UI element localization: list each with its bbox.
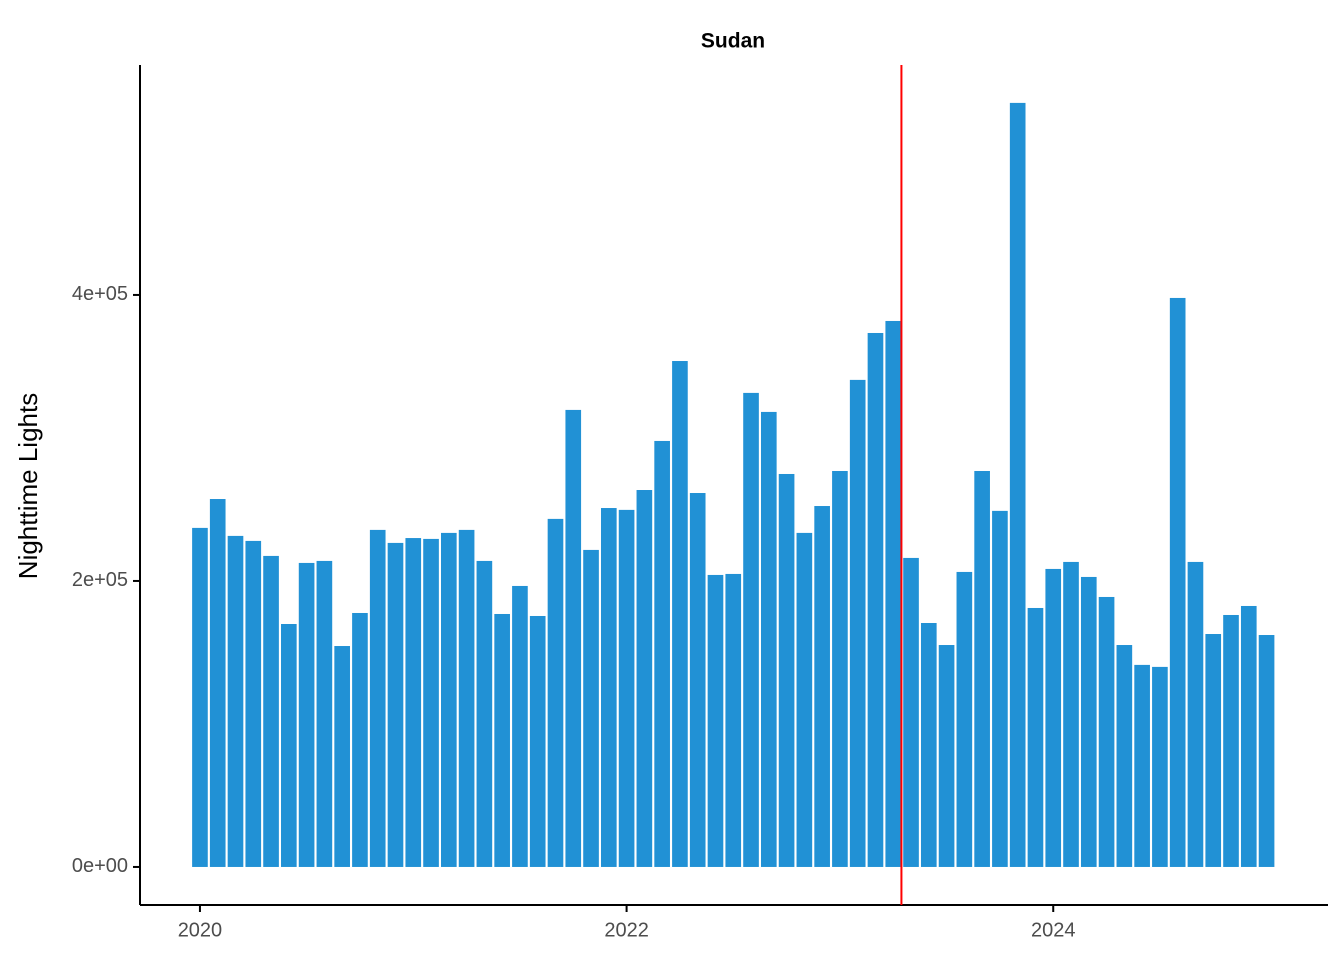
bar [227, 535, 244, 867]
bar [458, 529, 475, 867]
bar [814, 506, 830, 867]
bar [245, 540, 262, 867]
bar [423, 538, 439, 867]
bar [743, 392, 759, 867]
bar [405, 538, 422, 867]
bar [1187, 561, 1204, 867]
bar [1045, 568, 1062, 867]
x-tick-label: 2022 [604, 919, 649, 941]
bar [618, 509, 635, 867]
bar [1205, 634, 1222, 867]
bar [885, 320, 902, 867]
bar [725, 573, 742, 867]
bar [672, 361, 688, 867]
y-axis-label: Nighttime Lights [13, 393, 43, 579]
bar [547, 518, 564, 867]
bar [920, 622, 937, 867]
bar [867, 332, 884, 867]
bar [796, 532, 813, 867]
bar [600, 508, 617, 867]
bar [1134, 664, 1150, 867]
bar [565, 409, 582, 867]
bar [369, 529, 386, 867]
bar [1027, 607, 1044, 867]
bar [1009, 102, 1026, 867]
chart-title: Sudan [701, 30, 765, 53]
bar [298, 562, 315, 867]
bar [903, 557, 919, 867]
bar [974, 470, 990, 867]
x-tick-label: 2020 [178, 919, 223, 941]
bar [209, 499, 226, 867]
bar [1240, 605, 1257, 867]
bar [583, 549, 599, 867]
bar [938, 645, 955, 867]
bar [476, 560, 493, 867]
bar [778, 473, 795, 867]
bar [512, 585, 528, 867]
bar [334, 646, 350, 867]
bar [316, 560, 333, 867]
bar [1258, 635, 1275, 867]
bar [832, 470, 848, 867]
bar [192, 527, 208, 867]
bar [849, 379, 866, 867]
x-tick-label: 2024 [1031, 919, 1076, 941]
bar [352, 612, 368, 867]
bar [387, 542, 404, 867]
bar [992, 510, 1008, 867]
bar [689, 493, 706, 867]
plot-area [192, 102, 1275, 867]
bar [1152, 666, 1168, 867]
y-tick-label: 2e+05 [72, 569, 128, 591]
y-tick-label: 0e+00 [72, 855, 128, 877]
bar [1169, 297, 1186, 867]
bar [654, 440, 670, 867]
bar [263, 555, 279, 867]
bar [494, 613, 510, 867]
bar [956, 571, 973, 867]
bar [707, 574, 724, 867]
bar [440, 532, 457, 867]
y-tick-label: 4e+05 [72, 283, 128, 305]
bar [1063, 561, 1079, 867]
bar [1080, 576, 1097, 867]
bar [1223, 614, 1239, 867]
bar [1116, 645, 1133, 867]
bar [1098, 596, 1115, 867]
bar [760, 411, 777, 867]
bar [529, 615, 546, 867]
bar [636, 490, 653, 867]
bar [281, 623, 297, 867]
